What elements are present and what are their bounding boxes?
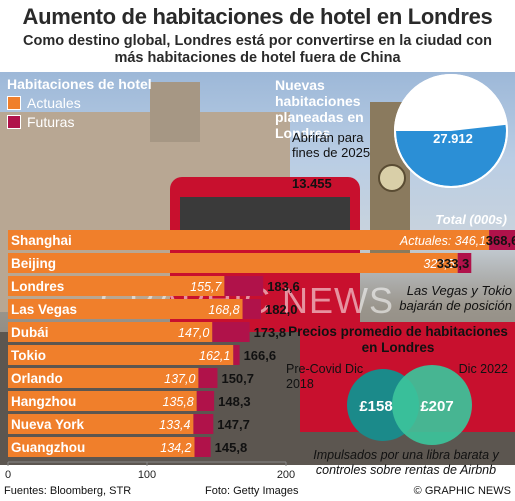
x-tick-label: 100 [138,469,156,481]
pre-covid-label: Pre-Covid Dic 2018 [286,362,364,391]
bar-total-value: 182,0 [265,302,298,317]
legend-future-swatch [7,115,21,129]
bar-current-value: 137,0 [164,372,195,386]
bar-current-6 [8,368,199,388]
price-circle-dec-2022 [392,365,472,445]
legend-future: Futuras [7,114,74,130]
legend-current-swatch [7,96,21,110]
bar-current-2 [8,276,225,296]
bar-category-label: Guangzhou [11,440,85,455]
bar-future-3 [242,299,261,319]
bar-total-value: 183,6 [267,279,300,294]
bar-total-value: 333,3 [437,256,470,271]
bar-future-1 [457,253,472,273]
bar-total-value: 147,7 [217,417,250,432]
bar-total-value: 150,7 [221,371,254,386]
price-note: Impulsados por una libra barata y contro… [313,448,499,477]
pie-total-value: 27.912 [433,131,473,146]
clock-face [378,164,406,192]
planned-title: Nuevas habitaciones planeadas en Londres [275,77,364,141]
dec-2022-label: Dic 2022 [458,362,508,376]
bar-current-value: 147,0 [178,326,209,340]
pie-planned-slice [395,74,507,131]
bar-category-label: Las Vegas [11,302,77,317]
source-credit: Fuentes: Bloomberg, STR [4,485,132,497]
bar-current-value: 323,5 [423,257,454,271]
total-unit-label: Total (000s) [435,212,507,227]
x-tick-label: 0 [5,469,11,481]
legend-current-label: Actuales [27,95,81,111]
bar-category-label: Londres [11,279,64,294]
bar-total-value: 166,6 [244,348,277,363]
bar-category-label: Beijing [11,256,56,271]
building-dome [150,82,200,142]
price-dec-2022-value: £207 [420,398,453,415]
photo-credit: Foto: Getty Images [205,485,299,497]
x-tick-label: 200 [277,469,295,481]
bar-current-value: 162,1 [199,349,230,363]
bar-total-value: 173,8 [254,325,287,340]
bar-future-2 [224,276,264,296]
bar-current-value: 133,4 [159,418,190,432]
bar-category-label: Dubái [11,325,49,340]
price-pre-covid-value: £158 [359,398,392,415]
legend-current: Actuales [7,95,81,111]
chart-subtitle: Como destino global, Londres está por co… [23,33,492,66]
bar-current-9 [8,437,195,457]
bar-current-value: 168,8 [208,303,239,317]
pie-outline [394,74,508,188]
bar-total-value: 368,6 [486,233,515,248]
bar-future-0 [489,230,515,250]
bar-future-9 [194,437,211,457]
bar-category-label: Hangzhou [11,394,76,409]
bar-future-8 [193,414,214,434]
price-panel: Precios promedio de habitaciones en Lond… [286,324,510,462]
chart-title: Aumento de habitaciones de hotel en Lond… [22,4,493,29]
bar-future-4 [212,322,250,342]
price-title: Precios promedio de habitaciones en Lond… [288,324,508,355]
bar-current-1 [8,253,458,273]
legend-future-label: Futuras [27,114,75,130]
graphic-news-credit: © GRAPHIC NEWS [413,485,511,497]
planned-note: Abrirán para fines de 2025 [292,130,371,160]
planned-value: 13.455 [292,176,332,191]
bar-future-7 [196,391,215,411]
bar-current-value: 155,7 [190,280,222,294]
bar-current-value: 134,2 [160,441,191,455]
bar-current-0 [8,230,490,250]
bar-category-label: Nueva York [11,417,85,432]
bar-current-7 [8,391,197,411]
bar-category-label: Tokio [11,348,46,363]
bar-current-5 [8,345,234,365]
bar-current-4 [8,322,213,342]
bar-category-label: Orlando [11,371,63,386]
bar-total-value: 145,8 [215,440,248,455]
pie-total-label: Total [438,115,468,130]
bar-current-8 [8,414,194,434]
bar-total-value: 148,3 [218,394,251,409]
bar-future-6 [198,368,218,388]
bar-current-value: 135,8 [162,395,193,409]
bar-future-5 [233,345,240,365]
bar-current-3 [8,299,243,319]
bar-category-label: Shanghai [11,233,72,248]
bar-current-value: Actuales: 346,1 [399,234,486,248]
las-vegas-note: Las Vegas y Tokio bajarán de posición [399,283,512,313]
legend-title: Habitaciones de hotel [7,76,152,92]
